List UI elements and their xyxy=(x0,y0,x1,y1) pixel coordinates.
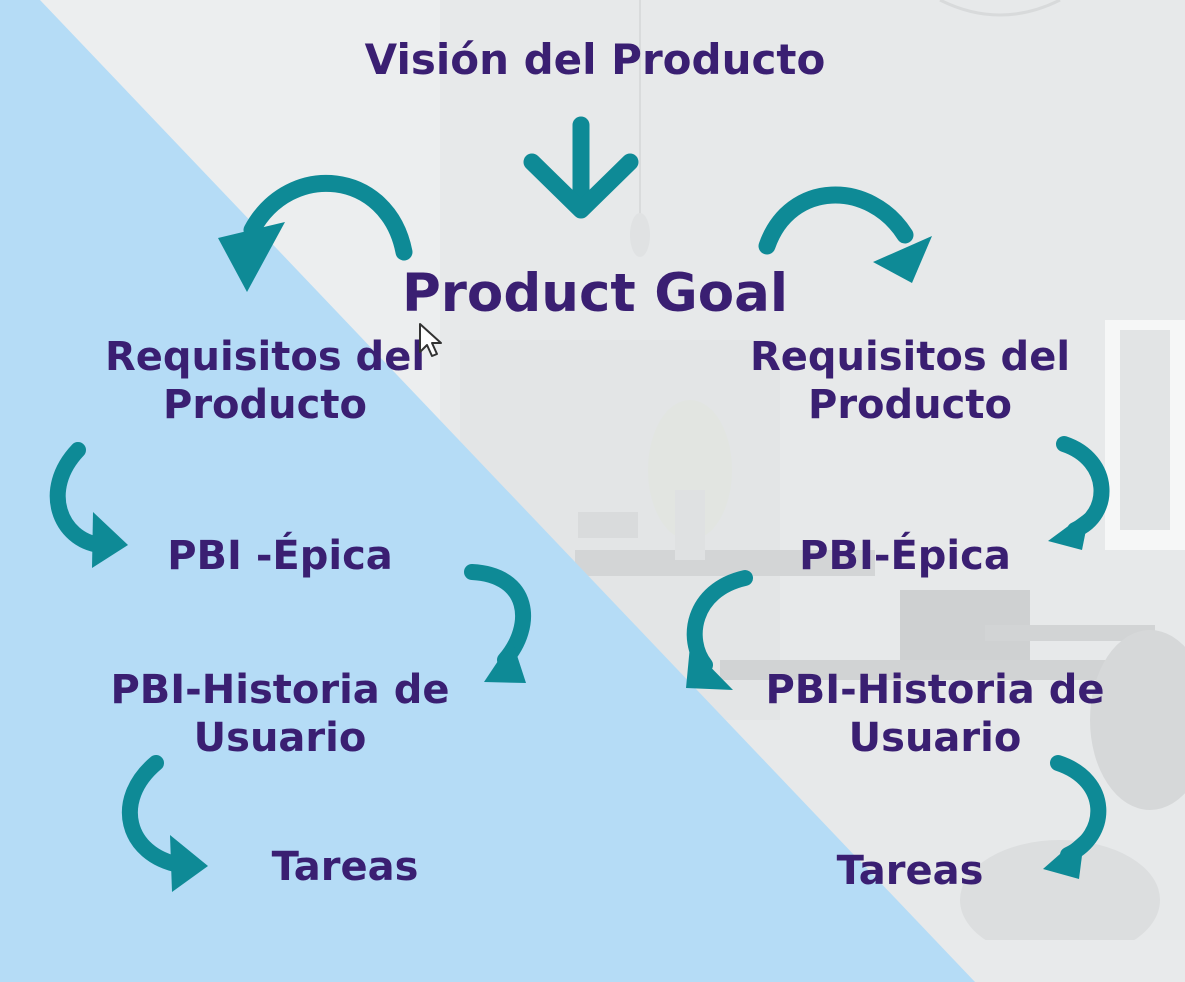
curved-arrow-right-icon xyxy=(758,186,932,283)
mouse-cursor-icon xyxy=(419,323,442,357)
curved-arrow-down-icon xyxy=(49,442,128,568)
curved-arrow-down-icon xyxy=(1043,755,1107,879)
left-requirements-label: Requisitos del Producto xyxy=(104,334,426,428)
vision-title: Visión del Producto xyxy=(364,35,826,84)
left-epic-label: PBI -Épica xyxy=(167,533,393,579)
curved-arrow-down-icon xyxy=(686,570,753,690)
right-requirements-label: Requisitos del Producto xyxy=(749,334,1071,428)
curved-arrow-down-icon xyxy=(1048,436,1110,550)
right-story-label: PBI-Historia de Usuario xyxy=(765,667,1105,761)
right-epic-label: PBI-Épica xyxy=(799,533,1011,579)
curved-arrow-left-icon xyxy=(218,174,413,292)
product-goal-title: Product Goal xyxy=(401,263,789,324)
left-story-label: PBI-Historia de Usuario xyxy=(110,667,450,761)
curved-arrow-down-icon xyxy=(464,564,532,683)
right-tasks-label: Tareas xyxy=(836,848,984,894)
left-tasks-label: Tareas xyxy=(271,844,419,890)
curved-arrow-down-icon xyxy=(121,755,208,892)
arrow-down-icon xyxy=(523,116,639,219)
